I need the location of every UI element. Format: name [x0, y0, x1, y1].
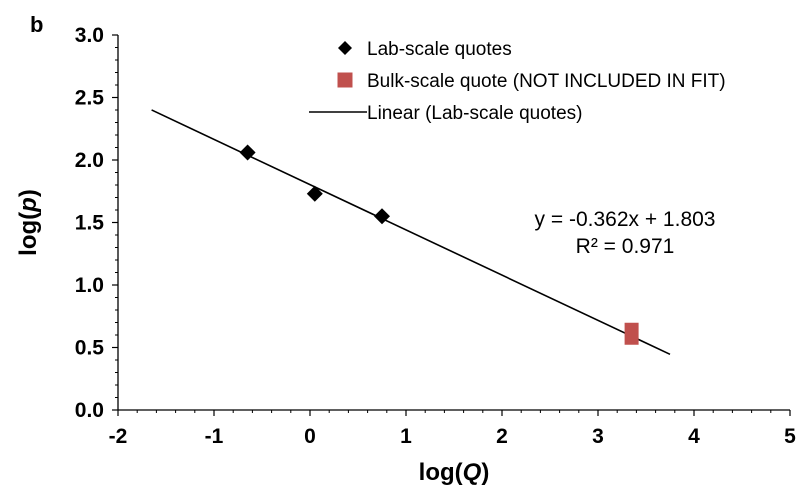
y-tick-label: 1.0 — [75, 274, 104, 297]
y-tick-label: 1.5 — [75, 212, 105, 235]
y-tick-label: 2.5 — [75, 87, 105, 110]
x-tick-label: -2 — [109, 425, 128, 448]
x-tick-label: 4 — [688, 425, 700, 448]
legend-lab-scale-label: Lab-scale quotes — [367, 39, 512, 60]
lab-scale-point — [306, 185, 323, 202]
y-tick-label: 2.0 — [75, 149, 104, 172]
trendline-equation: y = -0.362x + 1.803 — [535, 208, 716, 231]
bulk-scale-point — [624, 322, 639, 345]
y-tick-label: 3.0 — [75, 24, 104, 47]
x-tick-label: 3 — [592, 425, 604, 448]
y-tick-label: 0.0 — [75, 399, 104, 422]
y-axis-title: log(p) — [15, 189, 42, 256]
x-tick-label: 2 — [496, 425, 508, 448]
y-tick-label: 0.5 — [75, 337, 105, 360]
x-tick-label: 5 — [784, 425, 796, 448]
legend-bulk-scale-marker — [337, 72, 353, 88]
panel-label: b — [30, 12, 43, 37]
x-axis-title: log(Q) — [419, 459, 490, 486]
axes-group: 0.0 0.5 1.0 1.5 2.0 2.5 3.0 -2 -1 0 1 2 3 4 5 log(Q) log… — [15, 24, 796, 486]
legend-bulk-scale-label: Bulk-scale quote (NOT INCLUDED IN FIT) — [367, 71, 726, 92]
lab-scale-point — [374, 208, 390, 225]
x-tick-label: 1 — [400, 425, 412, 448]
annotation-group: y = -0.362x + 1.803 R² = 0.971 — [535, 208, 716, 258]
legend-trendline-label: Linear (Lab-scale quotes) — [367, 103, 582, 124]
lab-scale-point — [239, 144, 256, 161]
trendline — [151, 109, 671, 356]
plot-area — [151, 109, 671, 356]
r-squared-label: R² = 0.971 — [576, 235, 675, 258]
x-tick-label: -1 — [205, 425, 224, 448]
legend: Lab-scale quotes Bulk-scale quote (NOT IN… — [309, 39, 726, 124]
x-tick-label: 0 — [304, 425, 316, 448]
legend-lab-scale-marker — [338, 41, 352, 55]
